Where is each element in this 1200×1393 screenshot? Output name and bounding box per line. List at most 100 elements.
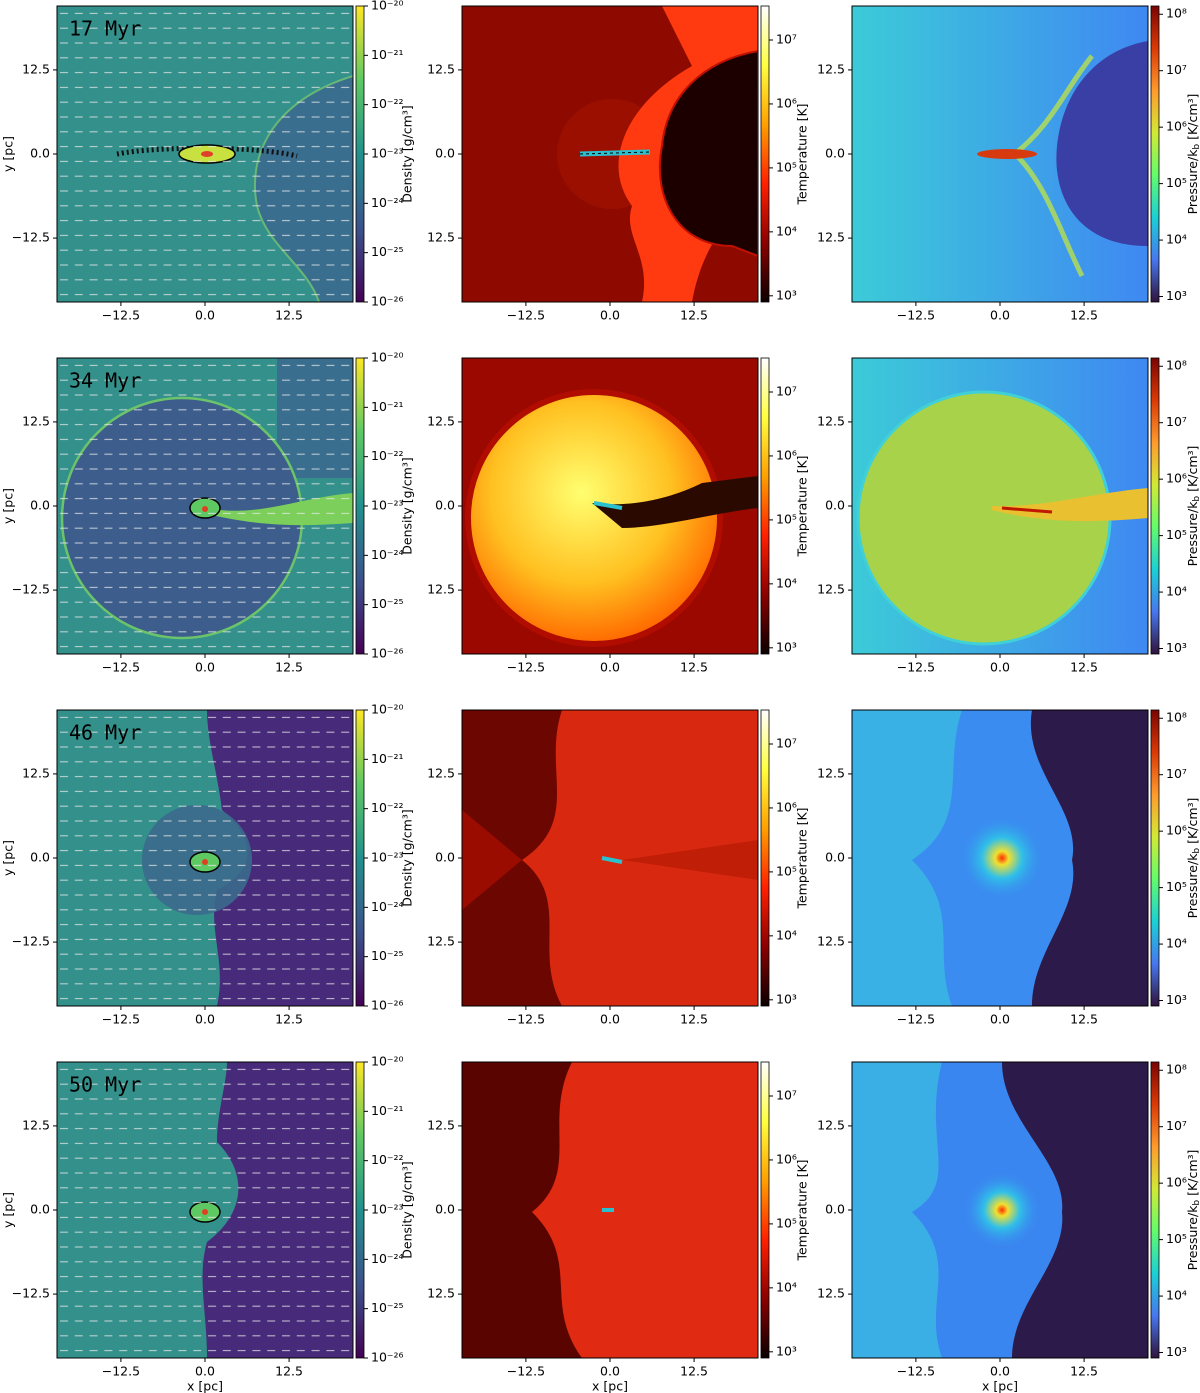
colorbar [355, 709, 365, 1007]
colorbar [760, 1061, 770, 1359]
x-tick-label: −12.5 [897, 308, 935, 323]
heatmap-image [852, 6, 1148, 302]
x-tick-label: −12.5 [507, 660, 545, 675]
colorbar-tick-label: 10⁻²³ [371, 850, 404, 865]
colorbar [1150, 5, 1160, 303]
y-tick-label: 0.0 [30, 1202, 50, 1217]
colorbar-tick-label: 10⁵ [1166, 175, 1187, 190]
colorbar-label: Temperature [K] [795, 807, 810, 909]
colorbar-label-unit: [K/cm³] [1185, 798, 1200, 844]
time-label: 46 Myr [69, 721, 141, 745]
colorbar-label: Temperature [K] [795, 455, 810, 557]
colorbar-tick-label: 10⁻²⁵ [371, 948, 404, 963]
x-axis-label: x [pc] [187, 1379, 223, 1393]
field-shape [601, 856, 623, 864]
colorbar-tick-label: 10⁶ [776, 95, 797, 110]
colorbar-tick-label: 10⁷ [1166, 62, 1187, 77]
heatmap-image [57, 6, 353, 302]
y-tick-label: 12.5 [817, 1117, 845, 1132]
colorbar-tick-label: 10⁶ [1166, 471, 1187, 486]
x-tick-label: −12.5 [102, 1364, 140, 1379]
colorbar-tick-label: 10⁵ [776, 863, 797, 878]
x-tick-label: 0.0 [600, 1364, 620, 1379]
y-axis-label: y [pc] [1, 1192, 16, 1228]
colorbar-tick-label: 10⁻²² [371, 448, 404, 463]
y-tick-label: 12.5 [22, 413, 50, 428]
colorbar [760, 709, 770, 1007]
colorbar-tick-label: 10⁻²⁰ [371, 0, 404, 13]
colorbar-tick-label: 10⁷ [1166, 766, 1187, 781]
colorbar-tick-label: 10⁻²⁴ [371, 195, 404, 210]
heatmap-image [462, 710, 758, 1006]
time-label: 34 Myr [69, 369, 141, 393]
x-tick-label: −12.5 [507, 1012, 545, 1027]
x-tick-label: −12.5 [102, 660, 140, 675]
colorbar-label-text: Pressure/k [1185, 853, 1200, 919]
heatmap-image [852, 1062, 1148, 1358]
field-shape [579, 149, 651, 157]
colorbar-tick-label: 10⁻²¹ [371, 399, 404, 414]
colorbar-label: Density [g/cm³] [400, 105, 415, 202]
x-tick-label: −12.5 [102, 1012, 140, 1027]
colorbar [355, 357, 365, 655]
colorbar-label: Density [g/cm³] [400, 1161, 415, 1258]
colorbar-label: Pressure/kb [K/cm³] [1185, 94, 1200, 215]
colorbar-tick-label: 10⁻²⁰ [371, 1054, 404, 1069]
colorbar-tick-label: 10⁻²⁴ [371, 1251, 404, 1266]
field-shape [977, 149, 1037, 159]
y-tick-label: 0.0 [435, 850, 455, 865]
colorbar-tick-label: 10⁻²⁵ [371, 1300, 404, 1315]
x-tick-label: −12.5 [102, 308, 140, 323]
y-axis-label: y [pc] [1, 136, 16, 172]
field-shape [962, 1170, 1042, 1250]
field-shape [57, 1062, 353, 1358]
colorbar [760, 357, 770, 655]
heatmap-image [462, 6, 758, 302]
field-shape [465, 389, 723, 647]
colorbar-tick-label: 10⁵ [1166, 879, 1187, 894]
colorbar [760, 5, 770, 303]
y-tick-label: 12.5 [22, 765, 50, 780]
y-tick-label: 12.5 [817, 582, 845, 597]
heatmap-image [57, 1062, 353, 1358]
heatmap-image [852, 710, 1148, 1006]
x-tick-label: −12.5 [897, 1364, 935, 1379]
x-axis-label: x [pc] [592, 1379, 628, 1393]
colorbar-label: Density [g/cm³] [400, 457, 415, 554]
colorbar-tick-label: 10⁷ [776, 31, 797, 46]
colorbar-tick-label: 10³ [1166, 1344, 1187, 1359]
colorbar-tick-label: 10⁻²⁵ [371, 244, 404, 259]
time-label: 50 Myr [69, 1073, 141, 1097]
x-tick-label: −12.5 [507, 1364, 545, 1379]
colorbar-tick-label: 10⁻²⁶ [371, 294, 404, 309]
colorbar-tick-label: 10⁸ [1166, 6, 1187, 21]
colorbar-label: Pressure/kb [K/cm³] [1185, 798, 1200, 919]
x-tick-label: 0.0 [990, 1012, 1010, 1027]
colorbar-tick-label: 10⁻²⁰ [371, 350, 404, 365]
x-tick-label: 12.5 [680, 1364, 708, 1379]
colorbar-label-sub: b [1192, 848, 1200, 854]
y-tick-label: 0.0 [825, 146, 845, 161]
colorbar-tick-label: 10⁶ [1166, 823, 1187, 838]
colorbar-tick-label: 10⁻²¹ [371, 751, 404, 766]
x-tick-label: 12.5 [1070, 1364, 1098, 1379]
y-tick-label: 0.0 [30, 850, 50, 865]
colorbar-label-sub: b [1192, 1200, 1200, 1206]
colorbar-tick-label: 10⁻²⁴ [371, 547, 404, 562]
colorbar [1150, 1061, 1160, 1359]
x-tick-label: 0.0 [990, 660, 1010, 675]
heatmap-image [57, 358, 353, 654]
colorbar-label-unit: [K/cm³] [1185, 1150, 1200, 1196]
colorbar-tick-label: 10⁴ [776, 1279, 797, 1294]
colorbar-tick-label: 10³ [776, 1343, 797, 1358]
colorbar-tick-label: 10⁻²³ [371, 1202, 404, 1217]
colorbar-tick-label: 10⁻²¹ [371, 1103, 404, 1118]
x-tick-label: 0.0 [600, 660, 620, 675]
y-tick-label: 0.0 [435, 1202, 455, 1217]
x-tick-label: 12.5 [275, 660, 303, 675]
colorbar-tick-label: 10⁻²⁶ [371, 646, 404, 661]
x-tick-label: 12.5 [1070, 1012, 1098, 1027]
x-tick-label: 0.0 [195, 308, 215, 323]
y-tick-label: 12.5 [427, 61, 455, 76]
field-shape [57, 358, 353, 654]
